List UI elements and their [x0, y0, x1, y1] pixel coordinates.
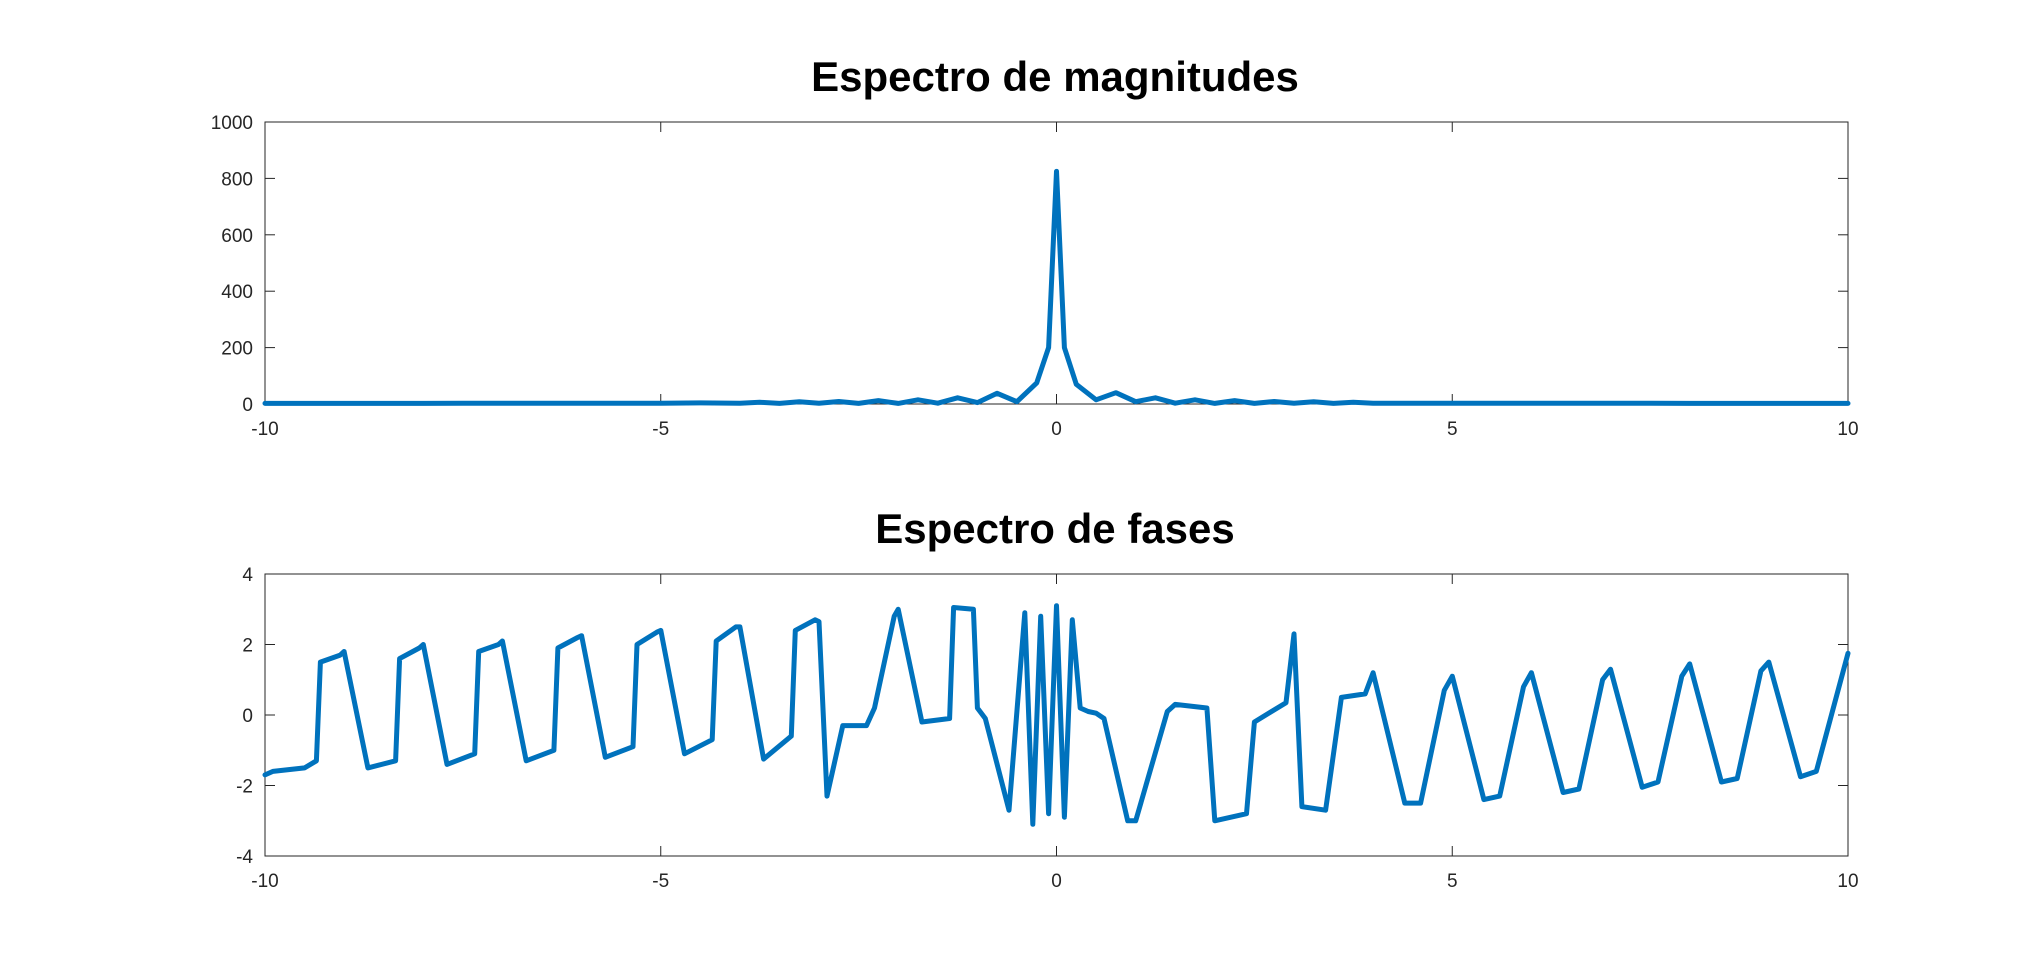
phase-spectrum-plot: Espectro de fases -10 -5 0 5 10 -4 -2 0 2 4 — [236, 505, 1858, 892]
phase-x-tick-label: -10 — [251, 871, 278, 892]
phase-y-tick-label: -4 — [236, 847, 253, 868]
magnitude-y-tick-label: 600 — [221, 226, 253, 247]
phase-x-tick-label: -5 — [652, 871, 669, 892]
phase-y-tick-label: 0 — [242, 706, 253, 727]
phase-x-tick-label: 0 — [1051, 871, 1062, 892]
magnitude-y-tick-label: 400 — [221, 282, 253, 303]
magnitude-x-tick-label: 10 — [1837, 419, 1858, 440]
magnitude-x-tick-label: -5 — [652, 419, 669, 440]
magnitude-y-tick-label: 200 — [221, 339, 253, 360]
phase-y-tick-label: -2 — [236, 777, 253, 798]
magnitude-x-tick-label: 5 — [1447, 419, 1458, 440]
magnitude-axes-box — [264, 121, 1849, 405]
phase-y-tick-label: 4 — [242, 565, 253, 586]
magnitude-y-tick-label: 0 — [242, 395, 253, 416]
magnitude-y-tick-label: 1000 — [211, 113, 253, 134]
magnitude-y-tick-label: 800 — [221, 169, 253, 190]
phase-series-line — [262, 603, 1851, 827]
magnitude-plot-title: Espectro de magnitudes — [811, 53, 1299, 100]
phase-x-tick-label: 10 — [1837, 871, 1858, 892]
phase-x-tick-label: 5 — [1447, 871, 1458, 892]
magnitude-x-tick-label: 0 — [1051, 419, 1062, 440]
magnitude-x-tick-label: -10 — [251, 419, 278, 440]
magnitude-series-line — [262, 168, 1851, 406]
magnitude-spectrum-plot: Espectro de magnitudes -10 -5 0 5 10 0 200 400 6… — [211, 53, 1859, 440]
phase-y-tick-label: 2 — [242, 636, 253, 657]
phase-plot-title: Espectro de fases — [875, 505, 1235, 552]
